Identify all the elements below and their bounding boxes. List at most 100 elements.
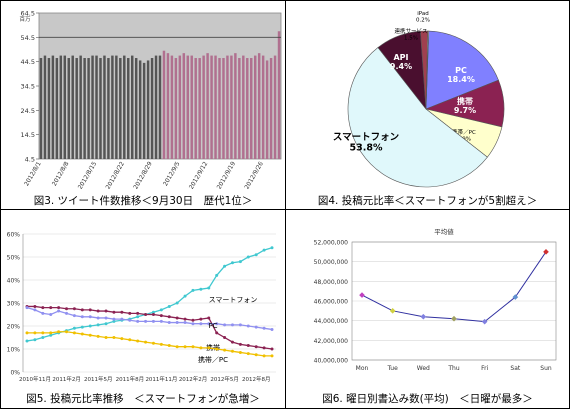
data-point — [112, 310, 116, 314]
data-point — [238, 350, 242, 354]
data-point — [88, 308, 92, 312]
bar — [91, 55, 94, 160]
data-point — [270, 246, 274, 250]
y-tick-label: 10% — [7, 347, 21, 354]
bar — [202, 55, 205, 160]
series-label: 携帯／PC — [198, 355, 228, 364]
bar — [130, 55, 134, 160]
bar — [150, 58, 154, 160]
data-point — [49, 313, 53, 316]
data-point — [246, 352, 250, 356]
y-tick-label: 50,000,000 — [314, 259, 349, 266]
x-tick-label: 2012年2月 — [179, 375, 208, 383]
fig3-bar-chart: 4.5 14.5 24.5 34.5 44.5 54.5 64.5百万 2012/8/1 201… — [19, 10, 282, 189]
bar — [186, 55, 190, 160]
fig6-line-chart: 平均値 40,000,000 42,000,000 44,000,000 46,000,… — [314, 227, 557, 372]
y-tick-label: 34.5 — [21, 83, 35, 91]
data-point — [246, 255, 250, 259]
bar — [75, 58, 78, 160]
data-point — [230, 323, 234, 327]
data-point — [72, 326, 76, 330]
data-point — [191, 288, 195, 292]
data-point — [33, 338, 37, 342]
bar — [146, 60, 150, 160]
data-point — [104, 336, 108, 339]
x-tick-label: Mon — [356, 365, 369, 372]
bar — [269, 58, 273, 160]
data-point — [215, 347, 219, 351]
y-tick-label: 0% — [10, 370, 20, 377]
pie-slice — [425, 30, 499, 110]
bar — [277, 31, 281, 159]
y-tick-label: 52,000,000 — [314, 240, 349, 247]
bar — [182, 53, 186, 159]
data-point — [96, 316, 100, 320]
data-point — [88, 315, 92, 319]
bar — [142, 62, 146, 160]
data-point — [262, 326, 266, 330]
data-point — [223, 348, 227, 352]
x-tick-label: 2011年2月 — [52, 375, 81, 383]
data-point — [238, 260, 242, 264]
slice-label: 携帯 — [457, 96, 473, 106]
x-tick-label: 2012年8月 — [242, 375, 271, 383]
data-point — [104, 316, 108, 320]
series-label: スマートフォン — [209, 296, 258, 304]
data-point — [191, 318, 195, 322]
y-tick-label: 40% — [7, 278, 21, 285]
bar — [51, 55, 55, 160]
bar — [115, 55, 118, 160]
x-tick-label: 2012/9/19 — [216, 160, 238, 189]
y-tick-label: 64.5 — [21, 10, 35, 18]
data-point — [80, 315, 84, 319]
data-point — [199, 287, 203, 291]
data-point — [167, 304, 171, 308]
data-point — [57, 309, 61, 313]
slice-label: PC — [455, 66, 467, 75]
data-point — [215, 273, 219, 277]
data-point — [33, 304, 37, 308]
data-point — [159, 319, 163, 323]
data-point — [215, 331, 219, 335]
bar — [230, 55, 233, 160]
data-point — [65, 330, 69, 334]
bar — [174, 58, 178, 160]
bar — [55, 58, 59, 160]
series-line — [27, 331, 272, 357]
bar — [170, 55, 174, 160]
bar — [218, 58, 221, 160]
bar — [47, 58, 51, 160]
data-point — [270, 354, 274, 358]
bar — [226, 55, 229, 160]
bar — [210, 55, 213, 160]
x-tick-label: 2012/8/22 — [105, 160, 127, 189]
data-point — [183, 294, 187, 298]
bar — [214, 55, 217, 160]
data-point — [183, 321, 187, 325]
data-point — [167, 315, 171, 319]
data-point — [25, 331, 29, 335]
slice-label: 携帯／PC — [452, 128, 476, 136]
data-point — [223, 323, 227, 327]
x-tick-label: Sun — [540, 365, 552, 372]
data-point — [262, 248, 266, 252]
x-tick-label: 2012/9/5 — [162, 160, 182, 187]
data-point — [72, 307, 76, 311]
data-point — [254, 353, 258, 357]
bar — [250, 58, 253, 160]
x-tick-label: 2011年5月 — [84, 375, 113, 383]
y-tick-label: 50% — [7, 255, 21, 262]
data-point — [88, 333, 92, 337]
data-point — [207, 346, 211, 350]
y-tick-label: 44,000,000 — [314, 318, 349, 325]
data-point — [128, 338, 132, 342]
data-point — [120, 317, 124, 321]
bar — [134, 58, 138, 160]
bar — [107, 58, 110, 160]
plot-frame — [351, 241, 557, 361]
fig6-caption: 図6. 曜日別書込み数(平均) ＜日曜が最多＞ — [322, 393, 533, 405]
data-point — [420, 313, 427, 320]
data-point — [238, 342, 242, 346]
data-point — [57, 306, 61, 310]
